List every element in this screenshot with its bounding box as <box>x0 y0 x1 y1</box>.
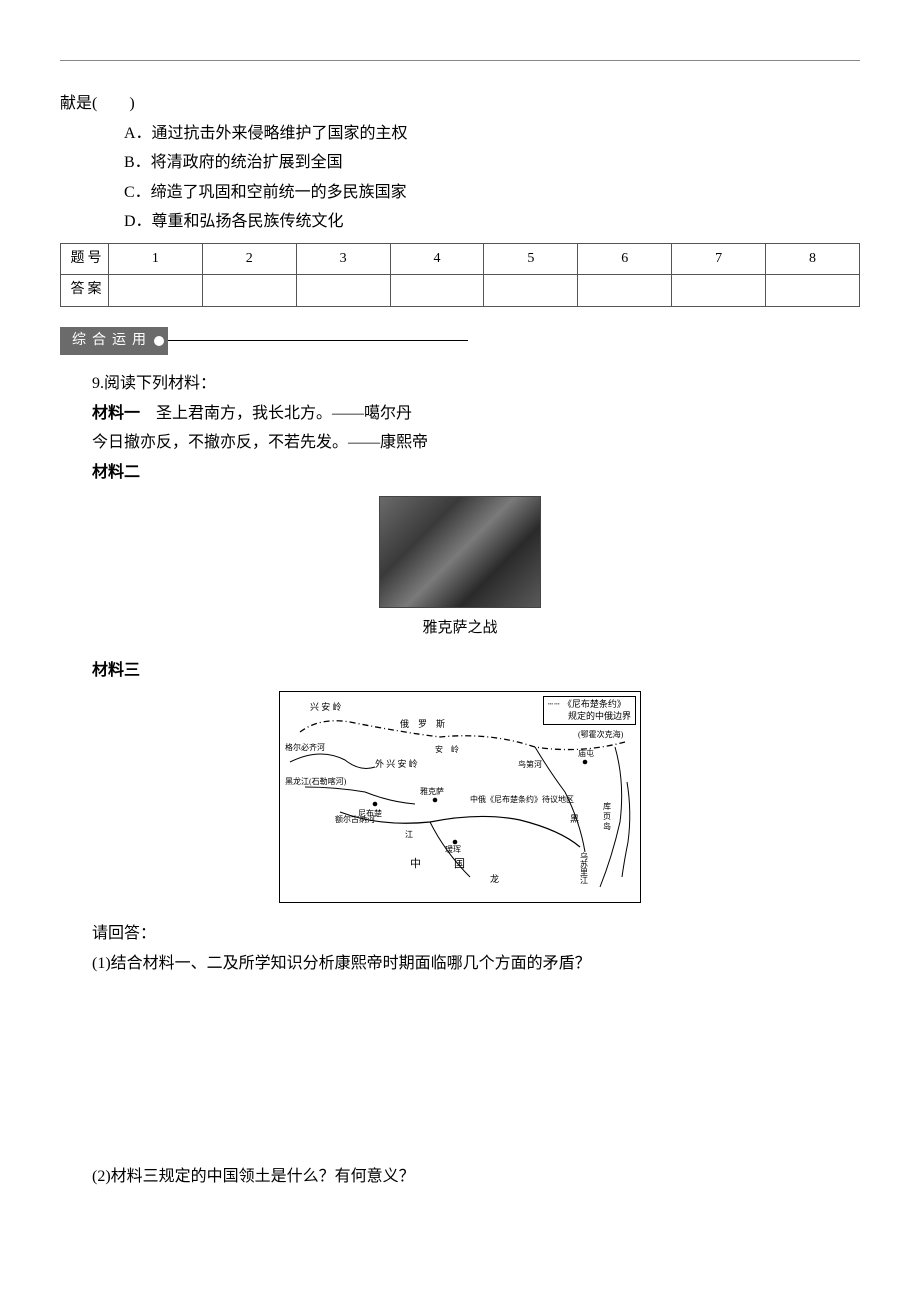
svg-text:安 岭: 安 岭 <box>435 744 459 754</box>
svg-text:黑龙江(石勒喀河): 黑龙江(石勒喀河) <box>285 776 347 786</box>
option-b: B．将清政府的统治扩展到全国 <box>60 150 860 176</box>
col-2: 2 <box>202 243 296 274</box>
svg-text:中 国: 中 国 <box>410 857 465 870</box>
svg-text:乌苏里江: 乌苏里江 <box>580 851 589 885</box>
svg-text:江: 江 <box>405 830 413 839</box>
svg-text:格尔必齐河: 格尔必齐河 <box>285 742 325 752</box>
q9-sub2: (2)材料三规定的中国领土是什么？有何意义？ <box>60 1164 860 1190</box>
col-8: 8 <box>766 243 860 274</box>
m1-line1: 圣上君南方，我长北方。——噶尔丹 <box>140 405 412 422</box>
svg-text:俄 罗 斯: 俄 罗 斯 <box>400 718 445 729</box>
ans-5 <box>484 275 578 306</box>
col-3: 3 <box>296 243 390 274</box>
section-rule <box>168 340 468 341</box>
ans-6 <box>578 275 672 306</box>
option-c: C．缔造了巩固和空前统一的多民族国家 <box>60 180 860 206</box>
m2-label: 材料二 <box>60 460 860 486</box>
please-answer: 请回答： <box>60 921 860 947</box>
material-1: 材料一 圣上君南方，我长北方。——噶尔丹 <box>60 401 860 427</box>
svg-text:雅克萨: 雅克萨 <box>420 786 444 796</box>
col-7: 7 <box>672 243 766 274</box>
section-heading: 综合运用 <box>60 327 860 355</box>
ans-2 <box>202 275 296 306</box>
col-5: 5 <box>484 243 578 274</box>
svg-text:尼布楚: 尼布楚 <box>358 808 382 818</box>
col-1: 1 <box>108 243 202 274</box>
header-rule <box>60 60 860 61</box>
svg-text:(鄂霍次克海): (鄂霍次克海) <box>578 729 624 739</box>
map-image: ┄┄ 《尼布楚条约》 ┄┄ 规定的中俄边界 兴 安 岭 俄 罗 斯 安 岭 外 … <box>279 691 641 903</box>
svg-text:庙屯: 庙屯 <box>578 748 594 758</box>
m2-caption: 雅克萨之战 <box>60 616 860 640</box>
ans-8 <box>766 275 860 306</box>
page: 献是( ) A．通过抗击外来侵略维护了国家的主权 B．将清政府的统治扩展到全国 … <box>0 0 920 1274</box>
question-stem-tail: 献是( ) <box>60 91 860 117</box>
svg-text:龙: 龙 <box>490 873 499 884</box>
legend-line1: 《尼布楚条约》 <box>563 699 626 709</box>
ans-7 <box>672 275 766 306</box>
svg-text:黑: 黑 <box>570 814 579 824</box>
q9-sub1: (1)结合材料一、二及所学知识分析康熙帝时期面临哪几个方面的矛盾？ <box>60 951 860 977</box>
m1-label: 材料一 <box>92 405 140 422</box>
m1-line2: 今日撤亦反，不撤亦反，不若先发。——康熙帝 <box>60 430 860 456</box>
pill-dot-icon <box>154 336 164 346</box>
row-label-ans: 答案 <box>61 275 109 306</box>
table-row: 答案 <box>61 275 860 306</box>
svg-text:中俄《尼布楚条约》待议地区: 中俄《尼布楚条约》待议地区 <box>470 794 574 804</box>
svg-text:外 兴 安 岭: 外 兴 安 岭 <box>375 758 418 769</box>
legend-line2: 规定的中俄边界 <box>568 711 631 721</box>
answer-space-1 <box>60 980 860 1160</box>
answer-table: 题号 1 2 3 4 5 6 7 8 答案 <box>60 243 860 307</box>
ans-1 <box>108 275 202 306</box>
m3-label: 材料三 <box>60 658 860 684</box>
svg-text:库 页 岛: 库 页 岛 <box>603 801 612 831</box>
battle-image <box>379 496 541 608</box>
table-row: 题号 1 2 3 4 5 6 7 8 <box>61 243 860 274</box>
section-pill: 综合运用 <box>60 327 168 355</box>
q9-intro: 9.阅读下列材料： <box>60 371 860 397</box>
svg-text:鸟第河: 鸟第河 <box>518 759 542 769</box>
svg-text:瑷珲: 瑷珲 <box>445 845 461 854</box>
svg-text:兴 安 岭: 兴 安 岭 <box>310 701 342 712</box>
col-6: 6 <box>578 243 672 274</box>
option-d: D．尊重和弘扬各民族传统文化 <box>60 209 860 235</box>
col-4: 4 <box>390 243 484 274</box>
section-label: 综合运用 <box>72 333 152 348</box>
row-label-num: 题号 <box>61 243 109 274</box>
ans-4 <box>390 275 484 306</box>
option-a: A．通过抗击外来侵略维护了国家的主权 <box>60 121 860 147</box>
map-legend: ┄┄ 《尼布楚条约》 ┄┄ 规定的中俄边界 <box>543 696 636 725</box>
ans-3 <box>296 275 390 306</box>
